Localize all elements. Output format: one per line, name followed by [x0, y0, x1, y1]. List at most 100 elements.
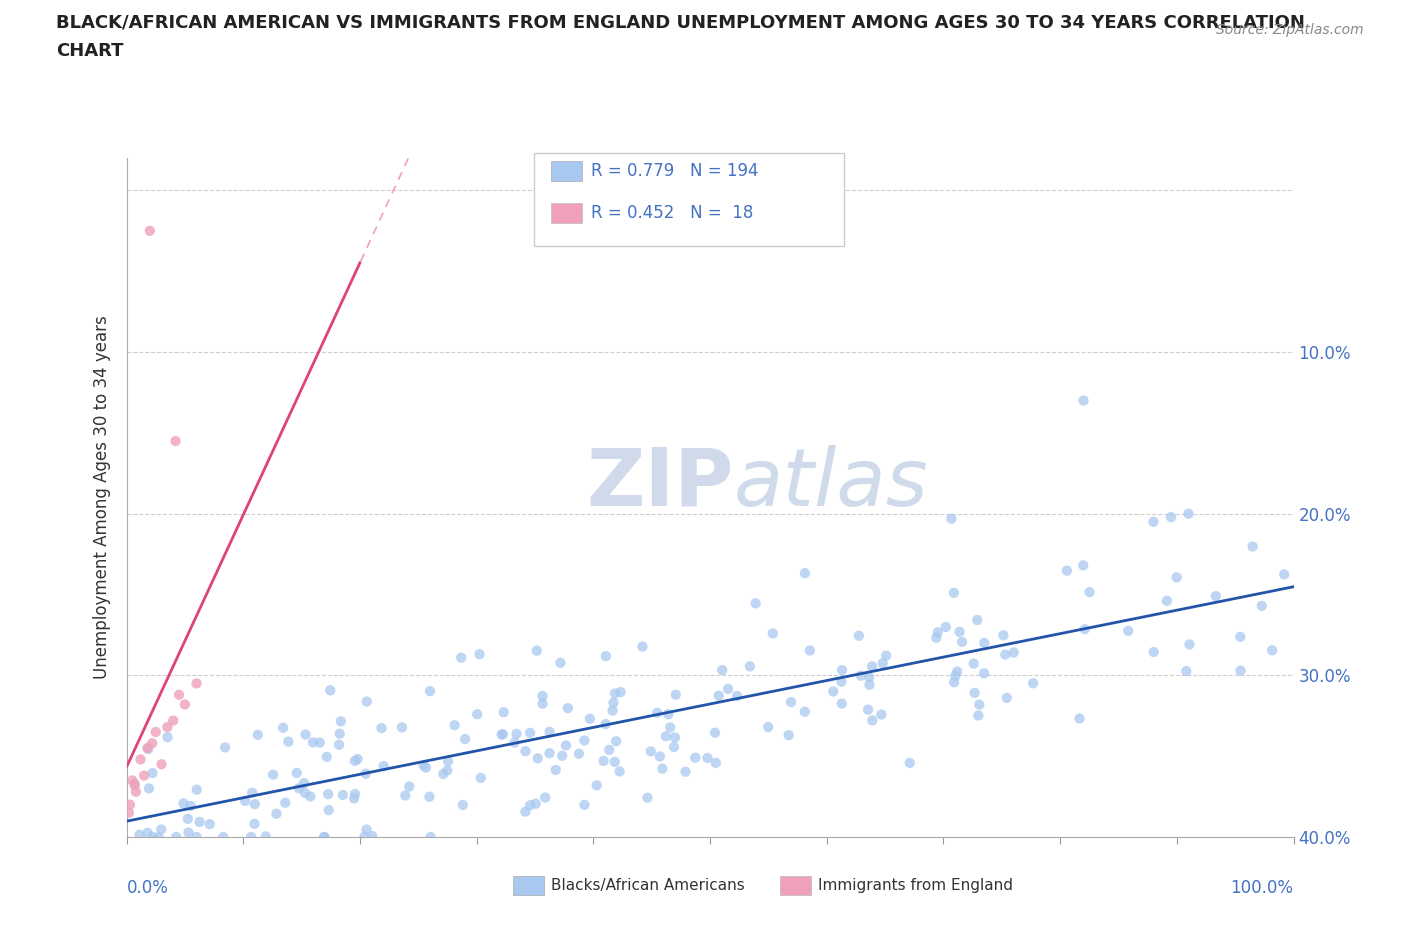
- Point: [432, 766, 454, 781]
- Point: [214, 740, 236, 755]
- Point: [299, 789, 322, 804]
- Point: [254, 829, 277, 844]
- Point: [725, 688, 748, 703]
- Point: [1056, 564, 1078, 578]
- Point: [524, 796, 547, 811]
- Point: [141, 736, 163, 751]
- Point: [288, 781, 311, 796]
- Point: [142, 830, 165, 844]
- Point: [574, 733, 596, 748]
- Point: [538, 746, 561, 761]
- Point: [308, 736, 330, 751]
- Point: [156, 720, 179, 735]
- Point: [609, 764, 631, 778]
- Point: [872, 656, 894, 671]
- Point: [1241, 539, 1264, 554]
- Point: [969, 698, 991, 712]
- Point: [294, 727, 316, 742]
- Point: [544, 763, 567, 777]
- Point: [450, 650, 472, 665]
- Point: [246, 727, 269, 742]
- Point: [1272, 567, 1295, 582]
- Point: [128, 828, 150, 843]
- Point: [858, 677, 880, 692]
- Point: [515, 744, 537, 759]
- Point: [935, 619, 957, 634]
- Point: [177, 812, 200, 827]
- Text: ZIP: ZIP: [586, 445, 734, 523]
- Point: [707, 688, 730, 703]
- Point: [292, 776, 315, 790]
- Point: [1073, 393, 1095, 408]
- Point: [943, 675, 966, 690]
- Point: [711, 662, 734, 677]
- Point: [849, 669, 872, 684]
- Text: Immigrants from England: Immigrants from England: [818, 878, 1014, 893]
- Point: [186, 782, 208, 797]
- Point: [188, 815, 211, 830]
- Point: [329, 714, 352, 729]
- Point: [121, 773, 143, 788]
- Point: [319, 683, 342, 698]
- Point: [125, 784, 148, 799]
- Point: [373, 759, 395, 774]
- Point: [655, 729, 678, 744]
- Point: [860, 713, 883, 728]
- Point: [1142, 514, 1164, 529]
- Point: [262, 767, 284, 782]
- Point: [598, 742, 620, 757]
- Point: [505, 726, 527, 741]
- Point: [332, 788, 354, 803]
- Point: [898, 755, 921, 770]
- Point: [240, 830, 263, 844]
- Point: [136, 741, 159, 756]
- Point: [1156, 593, 1178, 608]
- Point: [631, 639, 654, 654]
- Point: [186, 676, 208, 691]
- Point: [443, 718, 465, 733]
- Point: [156, 730, 179, 745]
- Point: [519, 798, 541, 813]
- Point: [738, 659, 761, 674]
- Point: [1116, 623, 1139, 638]
- Point: [370, 721, 392, 736]
- Point: [793, 565, 815, 580]
- Point: [136, 740, 159, 755]
- Text: R = 0.452   N =  18: R = 0.452 N = 18: [591, 204, 752, 222]
- Point: [526, 644, 548, 658]
- Point: [579, 711, 602, 726]
- Point: [648, 749, 671, 764]
- Point: [875, 648, 897, 663]
- Point: [315, 750, 337, 764]
- Point: [858, 671, 880, 685]
- Point: [948, 624, 970, 639]
- Point: [285, 765, 308, 780]
- Point: [177, 825, 200, 840]
- Point: [519, 725, 541, 740]
- Point: [550, 656, 572, 671]
- Point: [274, 795, 297, 810]
- Point: [637, 790, 659, 805]
- Point: [1229, 630, 1251, 644]
- Point: [148, 830, 170, 844]
- Point: [1166, 570, 1188, 585]
- Point: [967, 708, 990, 723]
- Point: [356, 694, 378, 709]
- Point: [343, 787, 366, 802]
- Text: Blacks/African Americans: Blacks/African Americans: [551, 878, 745, 893]
- Point: [418, 790, 440, 804]
- Point: [1175, 664, 1198, 679]
- Point: [398, 779, 420, 794]
- Point: [1078, 585, 1101, 600]
- Point: [1261, 643, 1284, 658]
- Point: [145, 724, 167, 739]
- Point: [717, 682, 740, 697]
- Point: [233, 793, 256, 808]
- Point: [927, 625, 949, 640]
- Point: [277, 734, 299, 749]
- Point: [515, 804, 537, 819]
- Point: [860, 659, 883, 674]
- Point: [167, 687, 190, 702]
- Point: [574, 797, 596, 812]
- Point: [162, 713, 184, 728]
